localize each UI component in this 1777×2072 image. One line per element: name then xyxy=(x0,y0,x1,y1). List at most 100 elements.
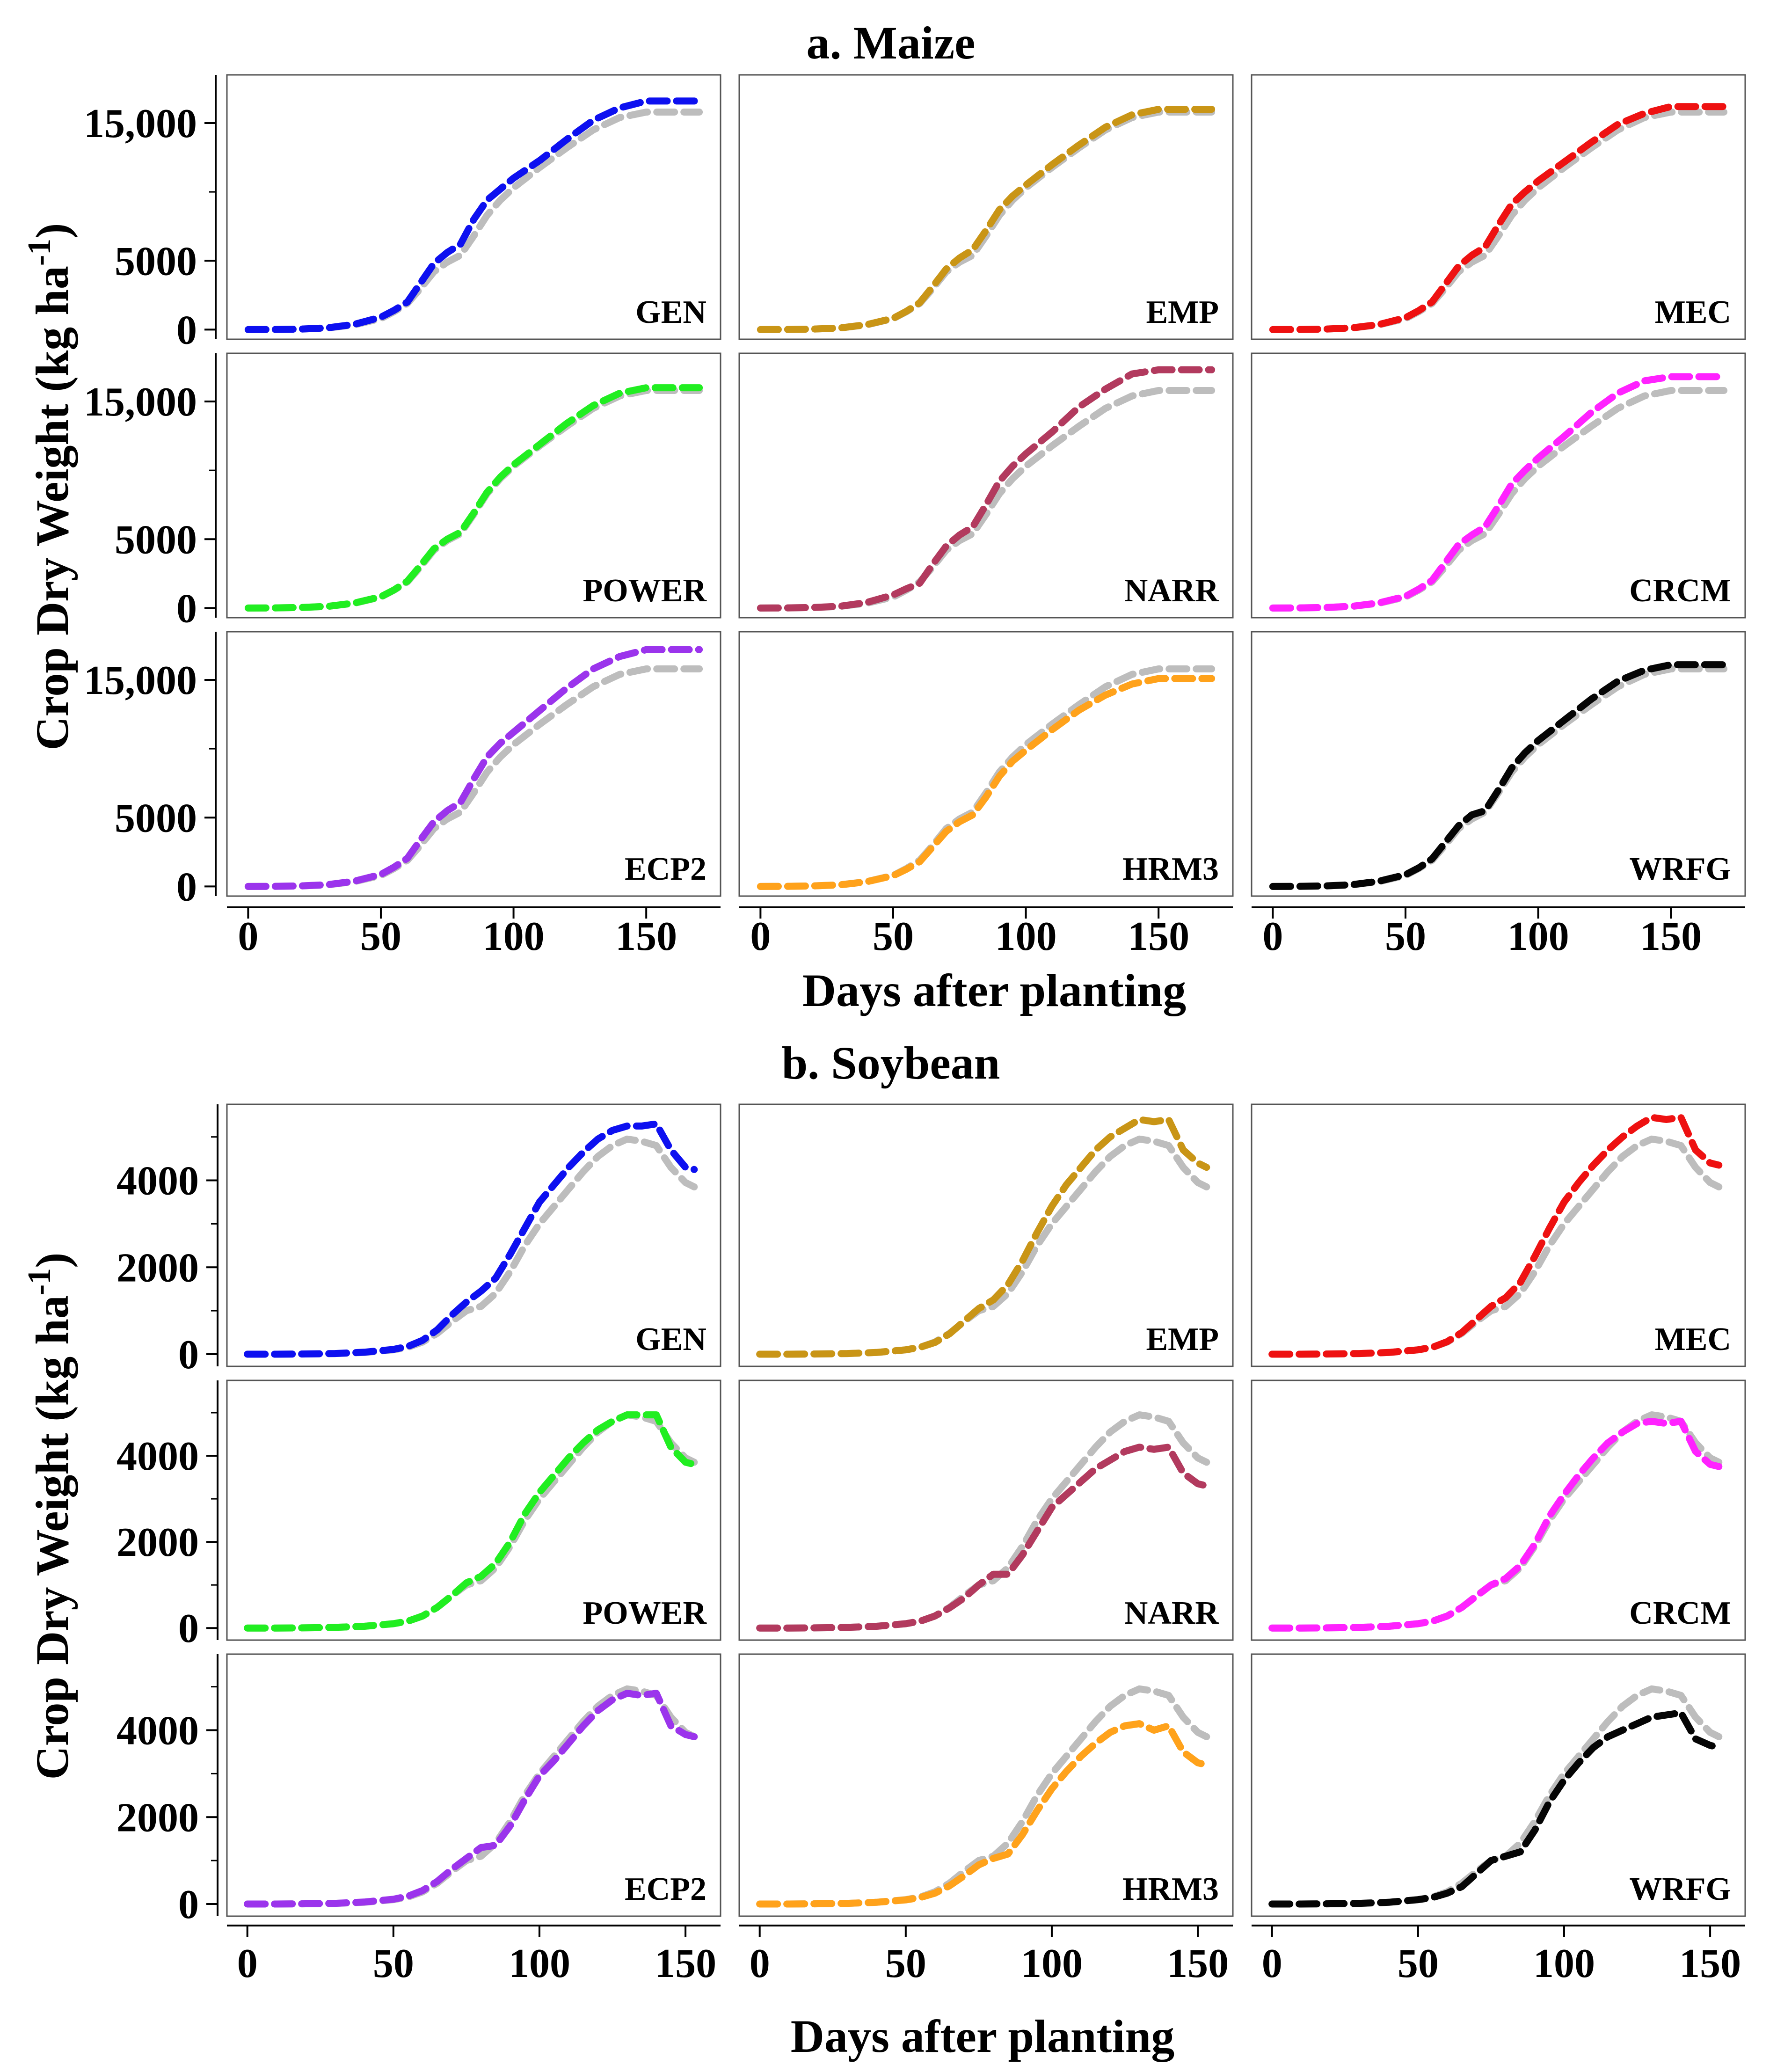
y-axis: 0 2000 4000 xyxy=(117,1380,218,1651)
x-tick-label: 50 xyxy=(1385,914,1426,959)
panel-frame xyxy=(226,631,721,897)
series-line-ecp2 xyxy=(244,646,703,890)
panel-label: ECP2 xyxy=(625,1871,706,1907)
panel-frame xyxy=(738,352,1234,619)
maize-section-title: a. Maize xyxy=(807,17,976,69)
panel-1-mec: MEC xyxy=(1251,1103,1746,1367)
panel-frame xyxy=(738,1103,1234,1367)
x-axis: 0 50 100 150 xyxy=(739,1925,1233,1986)
x-tick-label: 100 xyxy=(483,914,545,959)
series-line-narr xyxy=(757,366,1216,612)
series-line-mec xyxy=(1268,1114,1723,1358)
panel-1-emp: EMP xyxy=(738,1103,1234,1367)
y-tick-label: 15,000 xyxy=(84,379,197,425)
panel-label: NARR xyxy=(1124,1595,1220,1631)
y-tick-label: 4000 xyxy=(117,1434,199,1479)
x-axis: 0 50 100 150 xyxy=(227,1925,721,1986)
reference-series-line xyxy=(756,1135,1210,1358)
x-tick-label: 50 xyxy=(1398,1941,1439,1986)
panel-1-power: POWER 0 2000 4000 xyxy=(117,1379,721,1651)
y-tick-label: 5000 xyxy=(115,517,197,562)
series-line-hrm3 xyxy=(757,675,1216,890)
x-tick-label: 150 xyxy=(615,914,677,959)
series-line-mec xyxy=(1269,103,1728,333)
maize-x-axis-label: Days after planting xyxy=(802,964,1186,1016)
series-line-gen xyxy=(244,97,703,333)
reference-series-line xyxy=(757,109,1216,333)
panel-frame xyxy=(738,631,1234,897)
y-tick-label: 0 xyxy=(178,1606,199,1651)
y-axis: 0 5000 15,000 xyxy=(84,632,217,910)
x-tick-label: 100 xyxy=(1021,1941,1083,1986)
x-tick-label: 150 xyxy=(1128,914,1189,959)
series-line-power xyxy=(244,384,703,612)
panel-frame xyxy=(738,74,1234,340)
x-tick-label: 0 xyxy=(1262,914,1283,959)
y-tick-label: 2000 xyxy=(117,1795,199,1840)
x-tick-label: 50 xyxy=(885,1941,926,1986)
panel-1-wrfg: WRFG 0 50 100 150 xyxy=(1251,1653,1746,1986)
reference-series-line xyxy=(1268,1135,1723,1358)
x-tick-label: 150 xyxy=(1679,1941,1741,1986)
series-line-ecp2 xyxy=(244,1690,698,1908)
panel-0-wrfg: WRFG 0 50 100 150 xyxy=(1251,631,1746,959)
soybean-y-axis-label: Crop Dry Weight (kg ha-1) xyxy=(22,1253,78,1780)
series-line-emp xyxy=(756,1116,1210,1358)
series-line-wrfg xyxy=(1269,661,1728,890)
reference-series-line xyxy=(244,1135,698,1358)
panel-frame xyxy=(1251,352,1746,619)
panel-0-ecp2: ECP2 0 5000 15,000 0 50 100 150 xyxy=(84,631,721,959)
panel-frame xyxy=(1251,74,1746,340)
y-tick-label: 4000 xyxy=(117,1159,199,1204)
y-tick-label: 5000 xyxy=(115,239,197,284)
y-axis: 0 2000 4000 xyxy=(117,1104,218,1378)
x-tick-label: 0 xyxy=(1262,1941,1282,1986)
panel-0-mec: MEC xyxy=(1251,74,1746,340)
panel-frame xyxy=(226,352,721,619)
panel-0-narr: NARR xyxy=(738,352,1234,619)
x-axis: 0 50 100 150 xyxy=(1252,906,1745,959)
y-axis: 0 5000 15,000 xyxy=(84,75,217,353)
series-line-power xyxy=(244,1411,698,1632)
series-line-emp xyxy=(757,106,1216,333)
panel-label: HRM3 xyxy=(1122,1871,1219,1907)
x-tick-label: 100 xyxy=(509,1941,570,1986)
panel-label: WRFG xyxy=(1629,851,1731,887)
panel-label: EMP xyxy=(1146,294,1219,330)
x-tick-label: 0 xyxy=(238,914,258,959)
panel-label: CRCM xyxy=(1629,1595,1731,1631)
x-tick-label: 100 xyxy=(1508,914,1569,959)
panel-frame xyxy=(226,1103,721,1367)
panel-0-gen: GEN 0 5000 15,000 xyxy=(84,74,721,353)
x-axis: 0 50 100 150 xyxy=(227,906,721,959)
panel-frame xyxy=(738,1379,1234,1641)
x-tick-label: 150 xyxy=(1167,1941,1229,1986)
panel-label: POWER xyxy=(583,573,707,609)
panel-frame xyxy=(226,1379,721,1641)
series-line-hrm3 xyxy=(756,1720,1210,1908)
y-tick-label: 15,000 xyxy=(84,658,197,703)
series-line-gen xyxy=(244,1120,698,1358)
panel-label: MEC xyxy=(1655,1321,1731,1357)
panel-label: HRM3 xyxy=(1122,851,1219,887)
x-axis: 0 50 100 150 xyxy=(739,906,1233,959)
panel-frame xyxy=(1251,1379,1746,1641)
panel-0-crcm: CRCM xyxy=(1251,352,1746,619)
panel-0-hrm3: HRM3 0 50 100 150 xyxy=(738,631,1234,959)
panel-frame xyxy=(1251,631,1746,897)
y-tick-label: 15,000 xyxy=(84,101,197,146)
y-tick-label: 2000 xyxy=(117,1520,199,1565)
y-tick-label: 0 xyxy=(178,1882,199,1927)
series-line-wrfg xyxy=(1268,1709,1723,1908)
series-line-crcm xyxy=(1269,373,1728,612)
panel-frame xyxy=(1251,1653,1746,1917)
x-tick-label: 50 xyxy=(873,914,914,959)
panel-label: GEN xyxy=(635,1321,706,1357)
panel-label: GEN xyxy=(635,294,706,330)
panel-1-ecp2: ECP2 0 2000 4000 0 50 100 150 xyxy=(117,1653,721,1986)
series-line-narr xyxy=(756,1444,1210,1632)
y-tick-label: 0 xyxy=(178,1332,199,1378)
panel-0-power: POWER 0 5000 15,000 xyxy=(84,352,721,631)
panel-frame xyxy=(226,1653,721,1917)
panel-1-crcm: CRCM xyxy=(1251,1379,1746,1641)
